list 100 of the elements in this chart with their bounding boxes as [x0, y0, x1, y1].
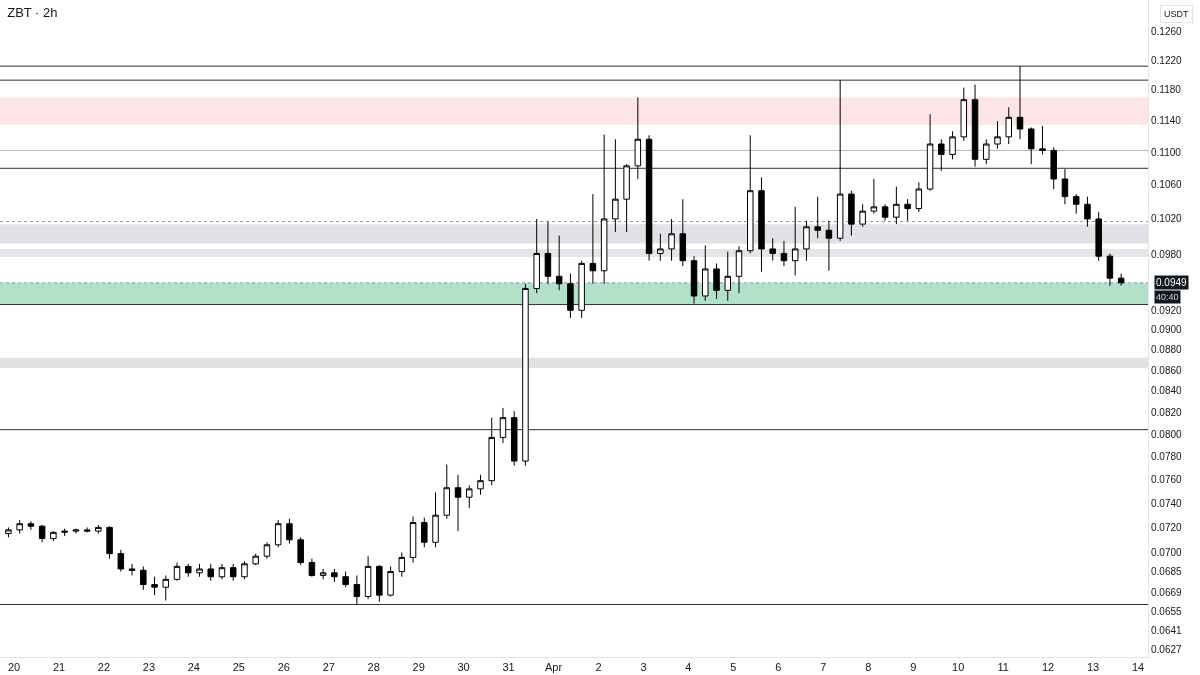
- candlestick: [488, 417, 495, 486]
- x-tick-label: 3: [640, 661, 647, 674]
- candlestick: [1016, 65, 1024, 140]
- x-tick-label: 22: [97, 661, 111, 674]
- candlestick: [308, 558, 316, 578]
- candlestick: [893, 186, 900, 225]
- candlestick: [1084, 196, 1091, 228]
- candlestick: [690, 255, 698, 305]
- candlestick: [848, 190, 855, 237]
- candlestick: [1027, 126, 1035, 165]
- x-tick-label: 21: [52, 661, 66, 674]
- candlestick: [510, 410, 518, 467]
- candlestick: [926, 113, 934, 192]
- candlestick: [398, 551, 406, 578]
- x-tick-label: Apr: [544, 661, 563, 674]
- y-tick-label: 0.0655: [1151, 605, 1183, 617]
- candlestick: [50, 530, 57, 542]
- candlestick: [117, 549, 125, 573]
- candlestick: [387, 565, 394, 597]
- candlestick: [983, 138, 990, 165]
- candlestick: [578, 260, 585, 319]
- text: 40:40: [1156, 292, 1179, 302]
- y-tick-label: 0.1180: [1151, 84, 1182, 96]
- candlestick: [263, 541, 271, 560]
- candlestick: [409, 515, 417, 564]
- y-tick-label: 0.0641: [1151, 624, 1183, 636]
- y-tick-label: 0.0627: [1151, 644, 1183, 656]
- candlestick: [780, 240, 788, 267]
- y-tick-label: 0.1060: [1151, 179, 1183, 191]
- x-tick-label: 29: [412, 661, 425, 674]
- candlestick: [1050, 146, 1057, 190]
- candlestick: [870, 178, 878, 215]
- candlestick: [16, 519, 23, 535]
- candlestick: [949, 130, 956, 160]
- candlestick: [881, 203, 889, 222]
- y-tick-label: 0.0920: [1151, 304, 1183, 316]
- candlestick: [128, 563, 136, 576]
- candlestick: [859, 203, 866, 228]
- candlestick: [915, 181, 923, 213]
- candlestick: [1106, 252, 1114, 287]
- candlestick: [679, 198, 687, 267]
- y-tick-label: 0.0900: [1151, 324, 1183, 336]
- candlestick: [173, 562, 181, 582]
- candlestick: [645, 134, 653, 262]
- chart-title: ZBT · 2h: [7, 5, 58, 21]
- y-tick-label: 0.0780: [1151, 451, 1183, 463]
- candlestick: [803, 220, 810, 262]
- candlestick: [331, 568, 338, 583]
- candlestick: [297, 536, 304, 566]
- candlestick: [600, 134, 608, 285]
- x-tick-label: 25: [232, 661, 245, 674]
- candlestick: [1061, 168, 1069, 205]
- candlestick: [72, 528, 80, 535]
- candlestick: [274, 519, 282, 548]
- candlestick: [443, 464, 451, 520]
- x-tick-label: 2: [595, 661, 602, 674]
- x-tick-label: 5: [730, 661, 737, 674]
- candlestick: [825, 220, 833, 272]
- candlestick: [555, 235, 563, 291]
- y-tick-label: 0.0840: [1151, 385, 1183, 397]
- x-tick-label: 12: [1041, 661, 1055, 674]
- candlestick: [162, 574, 170, 601]
- candlestick: [319, 568, 327, 580]
- candlestick: [758, 176, 765, 273]
- candlestick: [286, 518, 293, 545]
- candlestick: [196, 563, 203, 578]
- x-tick-label: 13: [1086, 661, 1100, 674]
- candlestick: [724, 251, 732, 302]
- candlestick: [702, 244, 709, 302]
- candlestick: [522, 283, 529, 467]
- candlestick: [185, 563, 192, 578]
- candlestick: [544, 221, 552, 285]
- y-tick-label: 0.0820: [1151, 406, 1183, 418]
- x-tick-label: 23: [142, 661, 156, 674]
- candlestick: [241, 560, 248, 580]
- x-tick-label: 26: [277, 661, 290, 674]
- candlestick: [376, 564, 383, 603]
- y-tick-label: 0.0740: [1151, 497, 1183, 509]
- candlestick: [814, 196, 821, 239]
- candlestick: [1095, 211, 1102, 262]
- y-tick-label: 0.0880: [1151, 344, 1183, 356]
- y-tick-label: 0.0760: [1151, 474, 1183, 486]
- candlestick: [5, 526, 12, 538]
- candlestick: [38, 524, 46, 543]
- x-tick-label: 30: [457, 661, 470, 674]
- candlestick: [938, 138, 945, 172]
- candlestick: [1005, 106, 1013, 145]
- y-tick-label: 0.1220: [1151, 54, 1183, 66]
- candlestick: [106, 525, 113, 560]
- candlestick: [836, 79, 844, 242]
- candlestick: [61, 528, 68, 537]
- candlestick: [657, 233, 664, 262]
- candlestick: [95, 524, 102, 535]
- x-tick-label: 9: [910, 661, 917, 674]
- candlestick: [140, 565, 147, 591]
- candlestick: [83, 526, 91, 533]
- candlestick: [218, 563, 226, 580]
- candlestick: [432, 491, 439, 548]
- candlestick: [27, 520, 35, 531]
- x-tick-label: 14: [1131, 661, 1145, 674]
